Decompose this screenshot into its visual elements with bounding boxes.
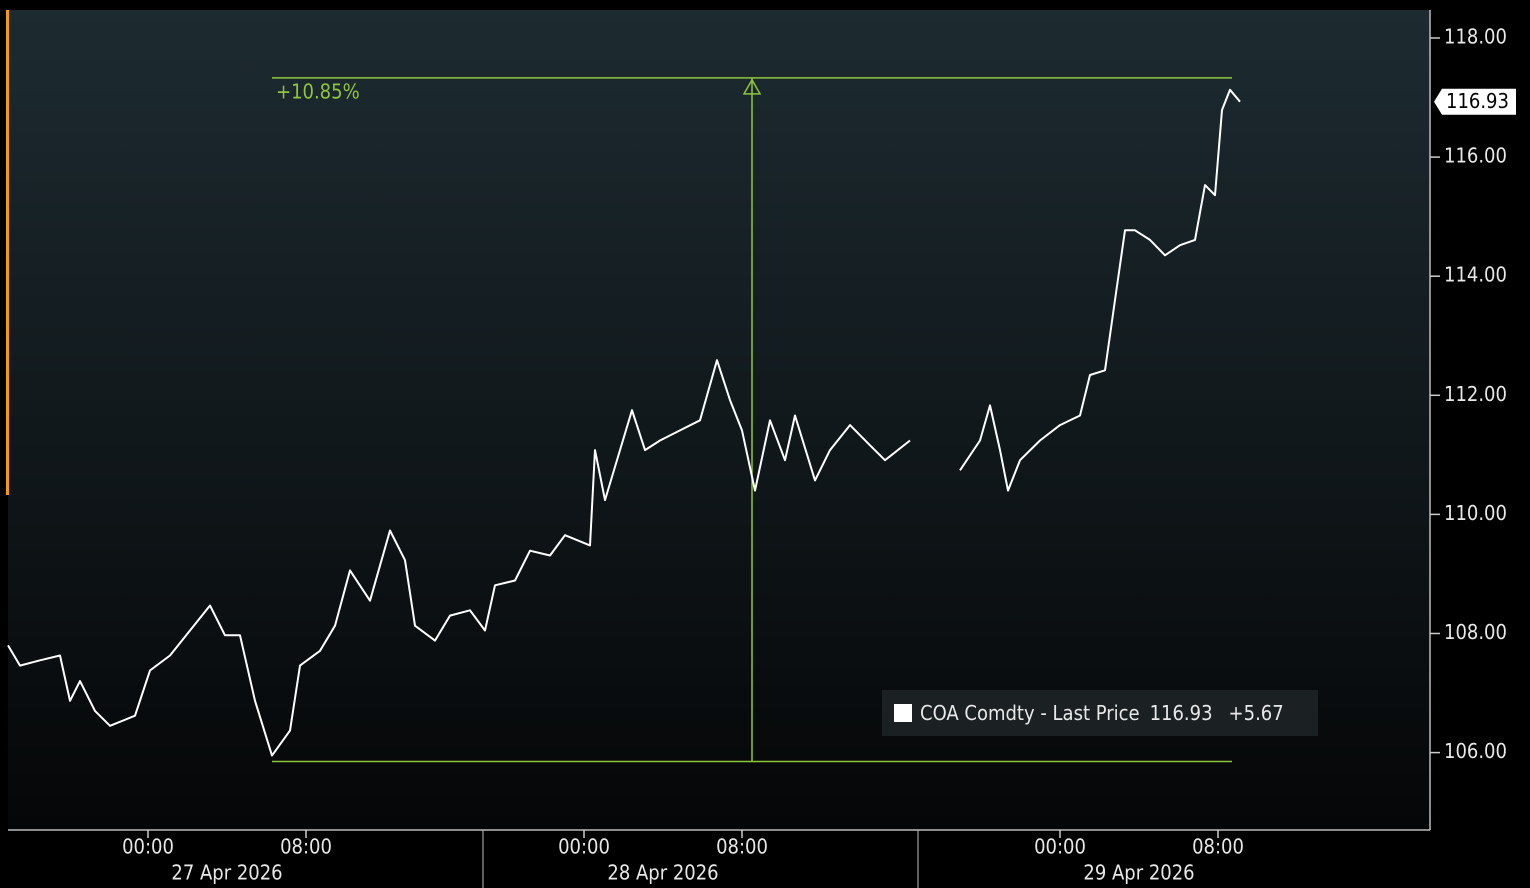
- y-tick-label: 112.00: [1444, 382, 1507, 406]
- legend-last: 116.93: [1150, 701, 1213, 725]
- x-tick-label: 08:00: [1192, 835, 1244, 859]
- y-tick-label: 118.00: [1444, 24, 1507, 48]
- price-line: [7, 88, 1241, 757]
- y-tick-label: 114.00: [1444, 263, 1507, 287]
- x-tick-label: 00:00: [122, 835, 174, 859]
- legend-change: +5.67: [1229, 701, 1284, 725]
- date-label: 27 Apr 2026: [171, 861, 282, 885]
- x-tick-label: 00:00: [558, 835, 610, 859]
- date-label: 28 Apr 2026: [607, 861, 718, 885]
- x-tick-label: 00:00: [1034, 835, 1086, 859]
- annotation-label: +10.85%: [276, 79, 360, 103]
- x-tick-label: 08:00: [280, 835, 332, 859]
- legend-text: COA Comdty - Last Price 116.93 +5.67: [920, 701, 1284, 725]
- y-tick-label: 108.00: [1444, 620, 1507, 644]
- last-price-label: 116.93: [1446, 89, 1509, 113]
- legend-name: COA Comdty - Last Price: [920, 701, 1140, 725]
- date-label: 29 Apr 2026: [1083, 861, 1194, 885]
- y-tick-label: 110.00: [1444, 501, 1507, 525]
- measure-arrow: [742, 78, 762, 95]
- left-stripe: [6, 10, 9, 495]
- x-tick-label: 08:00: [716, 835, 768, 859]
- legend-box: [882, 690, 1318, 736]
- y-tick-label: 106.00: [1444, 739, 1507, 763]
- y-tick-label: 116.00: [1444, 144, 1507, 168]
- last-price-tag: [1434, 88, 1516, 115]
- legend-swatch: [894, 704, 912, 722]
